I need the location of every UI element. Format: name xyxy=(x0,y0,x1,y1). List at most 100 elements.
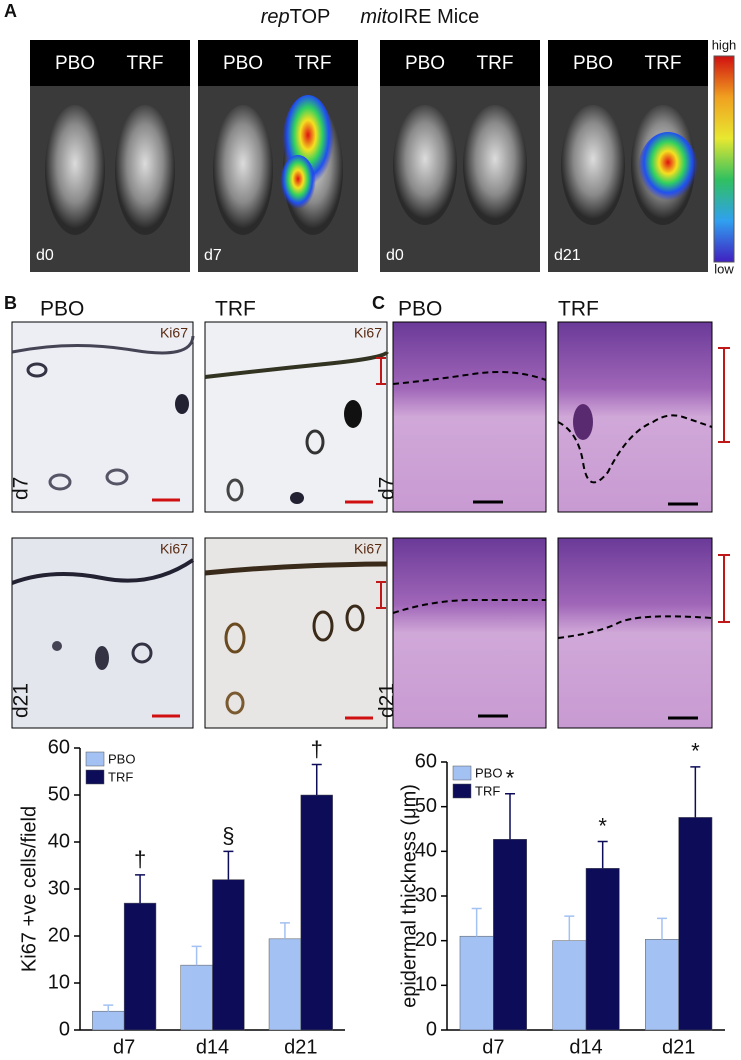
y-tick-label: 0 xyxy=(426,1018,437,1040)
day-label: d7 xyxy=(10,477,33,500)
y-tick-label: 20 xyxy=(415,929,437,951)
day-label: d21 xyxy=(376,683,399,718)
significance-mark: § xyxy=(222,823,234,848)
significance-mark: * xyxy=(691,739,700,764)
error-bar xyxy=(311,763,322,795)
legend-label: PBO xyxy=(108,751,135,766)
error-bar xyxy=(597,840,608,869)
stain-label: Ki67 xyxy=(160,541,188,557)
day-label: d7 xyxy=(204,247,222,264)
legend-label: TRF xyxy=(108,769,133,784)
significance-mark: * xyxy=(598,813,607,838)
group-label: PBO xyxy=(405,53,445,74)
image: PBO TRF d0 xyxy=(380,40,540,272)
color-scale xyxy=(713,55,735,263)
panel-label: A xyxy=(4,1,17,21)
stain-label: Ki67 xyxy=(354,325,382,341)
group-label: PBO xyxy=(223,53,263,74)
bar xyxy=(585,868,620,1031)
error-bar xyxy=(223,850,234,880)
group-label: TRF xyxy=(215,298,256,321)
image xyxy=(392,537,547,729)
y-tick-label: 50 xyxy=(48,783,70,805)
image: PBO TRF d0 xyxy=(30,40,190,272)
y-tick-label: 20 xyxy=(48,924,70,946)
image: Ki67 xyxy=(204,321,389,513)
y-tick-label: 30 xyxy=(415,884,437,906)
title-part: mito xyxy=(360,6,398,28)
x-tick-label: d14 xyxy=(196,1036,229,1058)
day-label: d0 xyxy=(36,247,54,264)
y-tick-label: 60 xyxy=(48,736,70,758)
x-tick-label: d21 xyxy=(662,1036,695,1058)
day-label: d21 xyxy=(554,247,581,264)
legend-label: TRF xyxy=(475,783,500,798)
error-bar xyxy=(656,917,667,940)
bar xyxy=(645,939,679,1031)
error-bar xyxy=(279,922,290,939)
image: PBO TRF d7 xyxy=(198,40,358,272)
scale-label: low xyxy=(714,261,734,276)
y-tick-label: 0 xyxy=(59,1018,70,1040)
x-tick-label: d7 xyxy=(482,1036,504,1058)
title-part: TOP xyxy=(290,6,331,28)
group-label: PBO xyxy=(398,298,442,321)
significance-mark: † xyxy=(134,847,146,872)
bar xyxy=(212,879,245,1031)
group-label: TRF xyxy=(477,53,514,74)
x-tick-label: d14 xyxy=(569,1036,602,1058)
image xyxy=(557,321,713,513)
significance-mark: † xyxy=(311,736,323,761)
bar xyxy=(552,940,587,1031)
error-bar xyxy=(135,874,146,904)
image xyxy=(392,321,547,513)
y-axis-label: epidermal thickness (μm) xyxy=(398,784,420,1008)
error-bar xyxy=(191,945,202,966)
legend-swatch xyxy=(85,769,105,785)
bar xyxy=(459,935,494,1031)
y-tick-label: 60 xyxy=(415,750,437,772)
y-tick-label: 40 xyxy=(48,830,70,852)
group-label: PBO xyxy=(55,53,95,74)
x-tick-label: d21 xyxy=(284,1036,317,1058)
day-label: d0 xyxy=(386,247,404,264)
image: Ki67 xyxy=(11,537,195,729)
panel-label: C xyxy=(372,293,385,313)
error-bar xyxy=(505,792,516,840)
panel-title: repTOP mitoIRE Mice xyxy=(261,6,480,28)
error-bar xyxy=(564,915,575,941)
group-label: PBO xyxy=(40,298,84,321)
x-tick-label: d7 xyxy=(113,1036,135,1058)
ki67-images: Ki67 Ki67 Ki67 Ki67 d7 d21 xyxy=(10,321,389,729)
group-label: TRF xyxy=(645,53,682,74)
bar xyxy=(300,794,333,1031)
day-label: d7 xyxy=(376,477,399,500)
image: Ki67 xyxy=(204,537,388,729)
bar xyxy=(92,1010,125,1031)
legend-swatch xyxy=(85,751,105,767)
legend-swatch xyxy=(452,765,472,781)
y-tick-label: 10 xyxy=(415,974,437,996)
imaging-panels: PBO TRF d0 PBO TRF d7 PBO TRF d0 PBO TRF… xyxy=(30,37,736,276)
legend-label: PBO xyxy=(475,765,502,780)
panel-label: B xyxy=(4,293,17,313)
image: PBO TRF d21 xyxy=(548,40,708,272)
group-label: TRF xyxy=(558,298,599,321)
error-bar xyxy=(690,766,701,818)
group-label: PBO xyxy=(573,53,613,74)
group-label: TRF xyxy=(295,53,332,74)
bar xyxy=(123,902,157,1031)
image: Ki67 xyxy=(11,321,195,513)
bar xyxy=(268,938,302,1031)
y-tick-label: 40 xyxy=(415,840,437,862)
day-label: d21 xyxy=(10,683,33,718)
title-part: IRE Mice xyxy=(398,6,479,28)
y-tick-label: 30 xyxy=(48,877,70,899)
image xyxy=(557,537,713,729)
significance-mark: * xyxy=(506,766,515,791)
y-tick-label: 50 xyxy=(415,795,437,817)
stain-label: Ki67 xyxy=(160,325,188,341)
error-bar xyxy=(103,1004,114,1012)
stain-label: Ki67 xyxy=(354,541,382,557)
